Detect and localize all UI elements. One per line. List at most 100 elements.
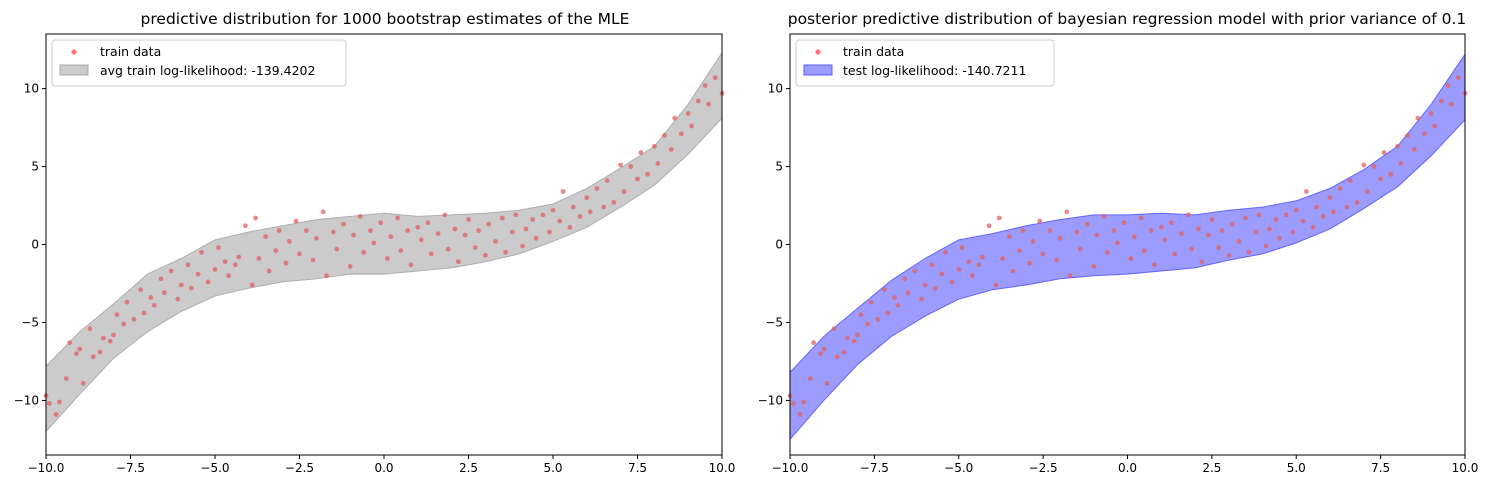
data-point: [523, 226, 529, 232]
data-point: [80, 380, 86, 386]
data-point: [706, 101, 711, 107]
data-point: [1253, 229, 1259, 235]
data-point: [824, 380, 830, 386]
data-point: [53, 412, 59, 417]
data-point: [1354, 200, 1360, 205]
data-point: [1037, 218, 1043, 224]
chart-right-points-layer: [787, 75, 1468, 417]
data-point: [1277, 235, 1282, 241]
data-point: [1236, 239, 1242, 244]
data-point: [486, 221, 492, 227]
data-point: [138, 287, 144, 293]
data-point: [1283, 212, 1289, 218]
chart-left-y-ticks: −10 −5 0 5 10: [14, 82, 46, 407]
data-point: [662, 133, 667, 138]
data-point: [818, 351, 823, 356]
data-point: [320, 209, 326, 215]
data-point: [1111, 228, 1117, 233]
data-point: [689, 123, 694, 129]
data-point: [939, 271, 945, 277]
data-point: [178, 282, 184, 288]
y-tick-label: −10: [14, 393, 39, 407]
data-point: [1040, 251, 1046, 257]
data-point: [283, 260, 289, 266]
data-point: [341, 221, 346, 227]
data-point: [1020, 228, 1026, 233]
data-point: [560, 189, 566, 194]
y-tick-label: 0: [31, 238, 39, 252]
data-point: [1169, 220, 1174, 226]
x-tick-label: 2.5: [1202, 461, 1221, 475]
chart-left-legend: train data avg train log-likelihood: -13…: [51, 39, 347, 87]
data-point: [577, 214, 583, 219]
data-point: [1121, 220, 1127, 226]
data-point: [1381, 150, 1387, 155]
data-point: [503, 249, 509, 255]
data-point: [1115, 240, 1120, 246]
x-tick-label: −10.0: [772, 461, 809, 475]
data-point: [293, 218, 299, 224]
data-point: [124, 299, 130, 305]
data-point: [188, 285, 194, 291]
data-point: [885, 310, 891, 316]
data-point: [570, 204, 576, 210]
data-point: [324, 273, 329, 279]
data-point: [357, 214, 363, 219]
data-point: [1077, 246, 1083, 252]
data-point: [67, 340, 73, 346]
data-point: [942, 249, 948, 255]
data-point: [905, 290, 911, 296]
data-point: [442, 212, 448, 218]
data-point: [807, 376, 813, 381]
data-point: [557, 218, 563, 224]
data-point: [922, 282, 928, 288]
chart-right: posterior predictive distribution of bay…: [758, 10, 1479, 475]
data-point: [550, 207, 556, 213]
data-point: [347, 263, 353, 269]
data-point: [314, 235, 319, 241]
y-tick-label: −10: [758, 393, 783, 407]
data-point: [628, 164, 634, 169]
data-point: [858, 312, 864, 318]
data-point: [310, 257, 316, 263]
data-point: [232, 262, 238, 268]
data-point: [1273, 217, 1279, 223]
data-point: [216, 245, 221, 251]
data-point: [378, 220, 383, 226]
data-point: [1310, 224, 1316, 230]
data-point: [584, 195, 590, 201]
y-tick-label: 0: [775, 238, 783, 252]
data-point: [932, 285, 938, 291]
legend-label-train-data: train data: [843, 44, 904, 59]
data-point: [1010, 268, 1016, 274]
x-tick-label: −10.0: [28, 461, 65, 475]
data-point: [530, 217, 536, 223]
data-point: [868, 299, 874, 305]
data-point: [540, 212, 546, 218]
data-point: [1091, 263, 1097, 269]
data-point: [185, 262, 191, 268]
y-tick-label: 5: [775, 160, 783, 174]
data-point: [1216, 245, 1221, 251]
data-point: [801, 399, 806, 405]
data-point: [1314, 204, 1319, 210]
data-point: [195, 271, 201, 277]
data-point: [1054, 257, 1059, 263]
data-point: [456, 259, 461, 265]
legend-band-swatch: [59, 64, 89, 76]
data-point: [388, 234, 394, 240]
data-point: [1196, 226, 1201, 232]
x-tick-label: −2.5: [1029, 461, 1058, 475]
data-point: [158, 276, 164, 282]
data-point: [1412, 147, 1417, 152]
x-tick-label: −7.5: [860, 461, 889, 475]
data-point: [1027, 260, 1032, 266]
data-point: [1101, 214, 1107, 219]
data-point: [875, 316, 881, 322]
data-point: [276, 228, 282, 233]
data-point: [351, 232, 356, 238]
data-point: [1398, 161, 1404, 166]
y-tick-label: 10: [768, 82, 783, 96]
chart-right-legend: train data test log-likelihood: -140.721…: [795, 39, 1055, 87]
data-point: [1256, 212, 1262, 218]
